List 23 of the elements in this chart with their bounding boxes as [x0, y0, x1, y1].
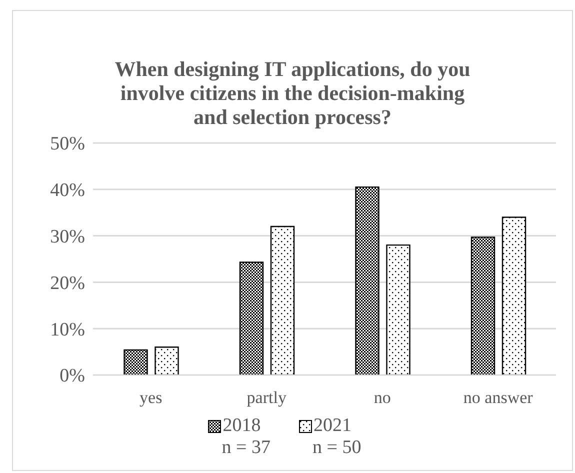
bar: [239, 262, 264, 375]
legend-label: 2021: [314, 415, 352, 437]
bar: [124, 349, 148, 375]
y-tick-label: 40%: [50, 180, 86, 202]
bar: [270, 226, 295, 375]
y-tick-label: 0%: [60, 366, 86, 387]
bar: [470, 236, 496, 375]
y-tick-label: 30%: [50, 226, 86, 248]
y-tick-label: 10%: [50, 319, 86, 340]
y-tick-label: 20%: [50, 272, 86, 294]
bar: [154, 346, 179, 375]
legend-label: 2018: [222, 415, 261, 437]
bar: [355, 186, 380, 375]
bar: [502, 216, 526, 375]
text: n = 37: [220, 437, 270, 459]
x-tick-label: no answer: [463, 388, 534, 408]
text: n = 50: [312, 437, 362, 459]
y-tick-label: 50%: [50, 134, 86, 155]
x-tick-label: yes: [140, 388, 162, 408]
chart-title: When designing IT applications, do you involve citizens in the decision-making and selection process?: [114, 57, 472, 129]
x-tick-label: partly: [246, 388, 287, 408]
bar: [386, 244, 410, 375]
x-tick-label: no: [374, 388, 391, 408]
